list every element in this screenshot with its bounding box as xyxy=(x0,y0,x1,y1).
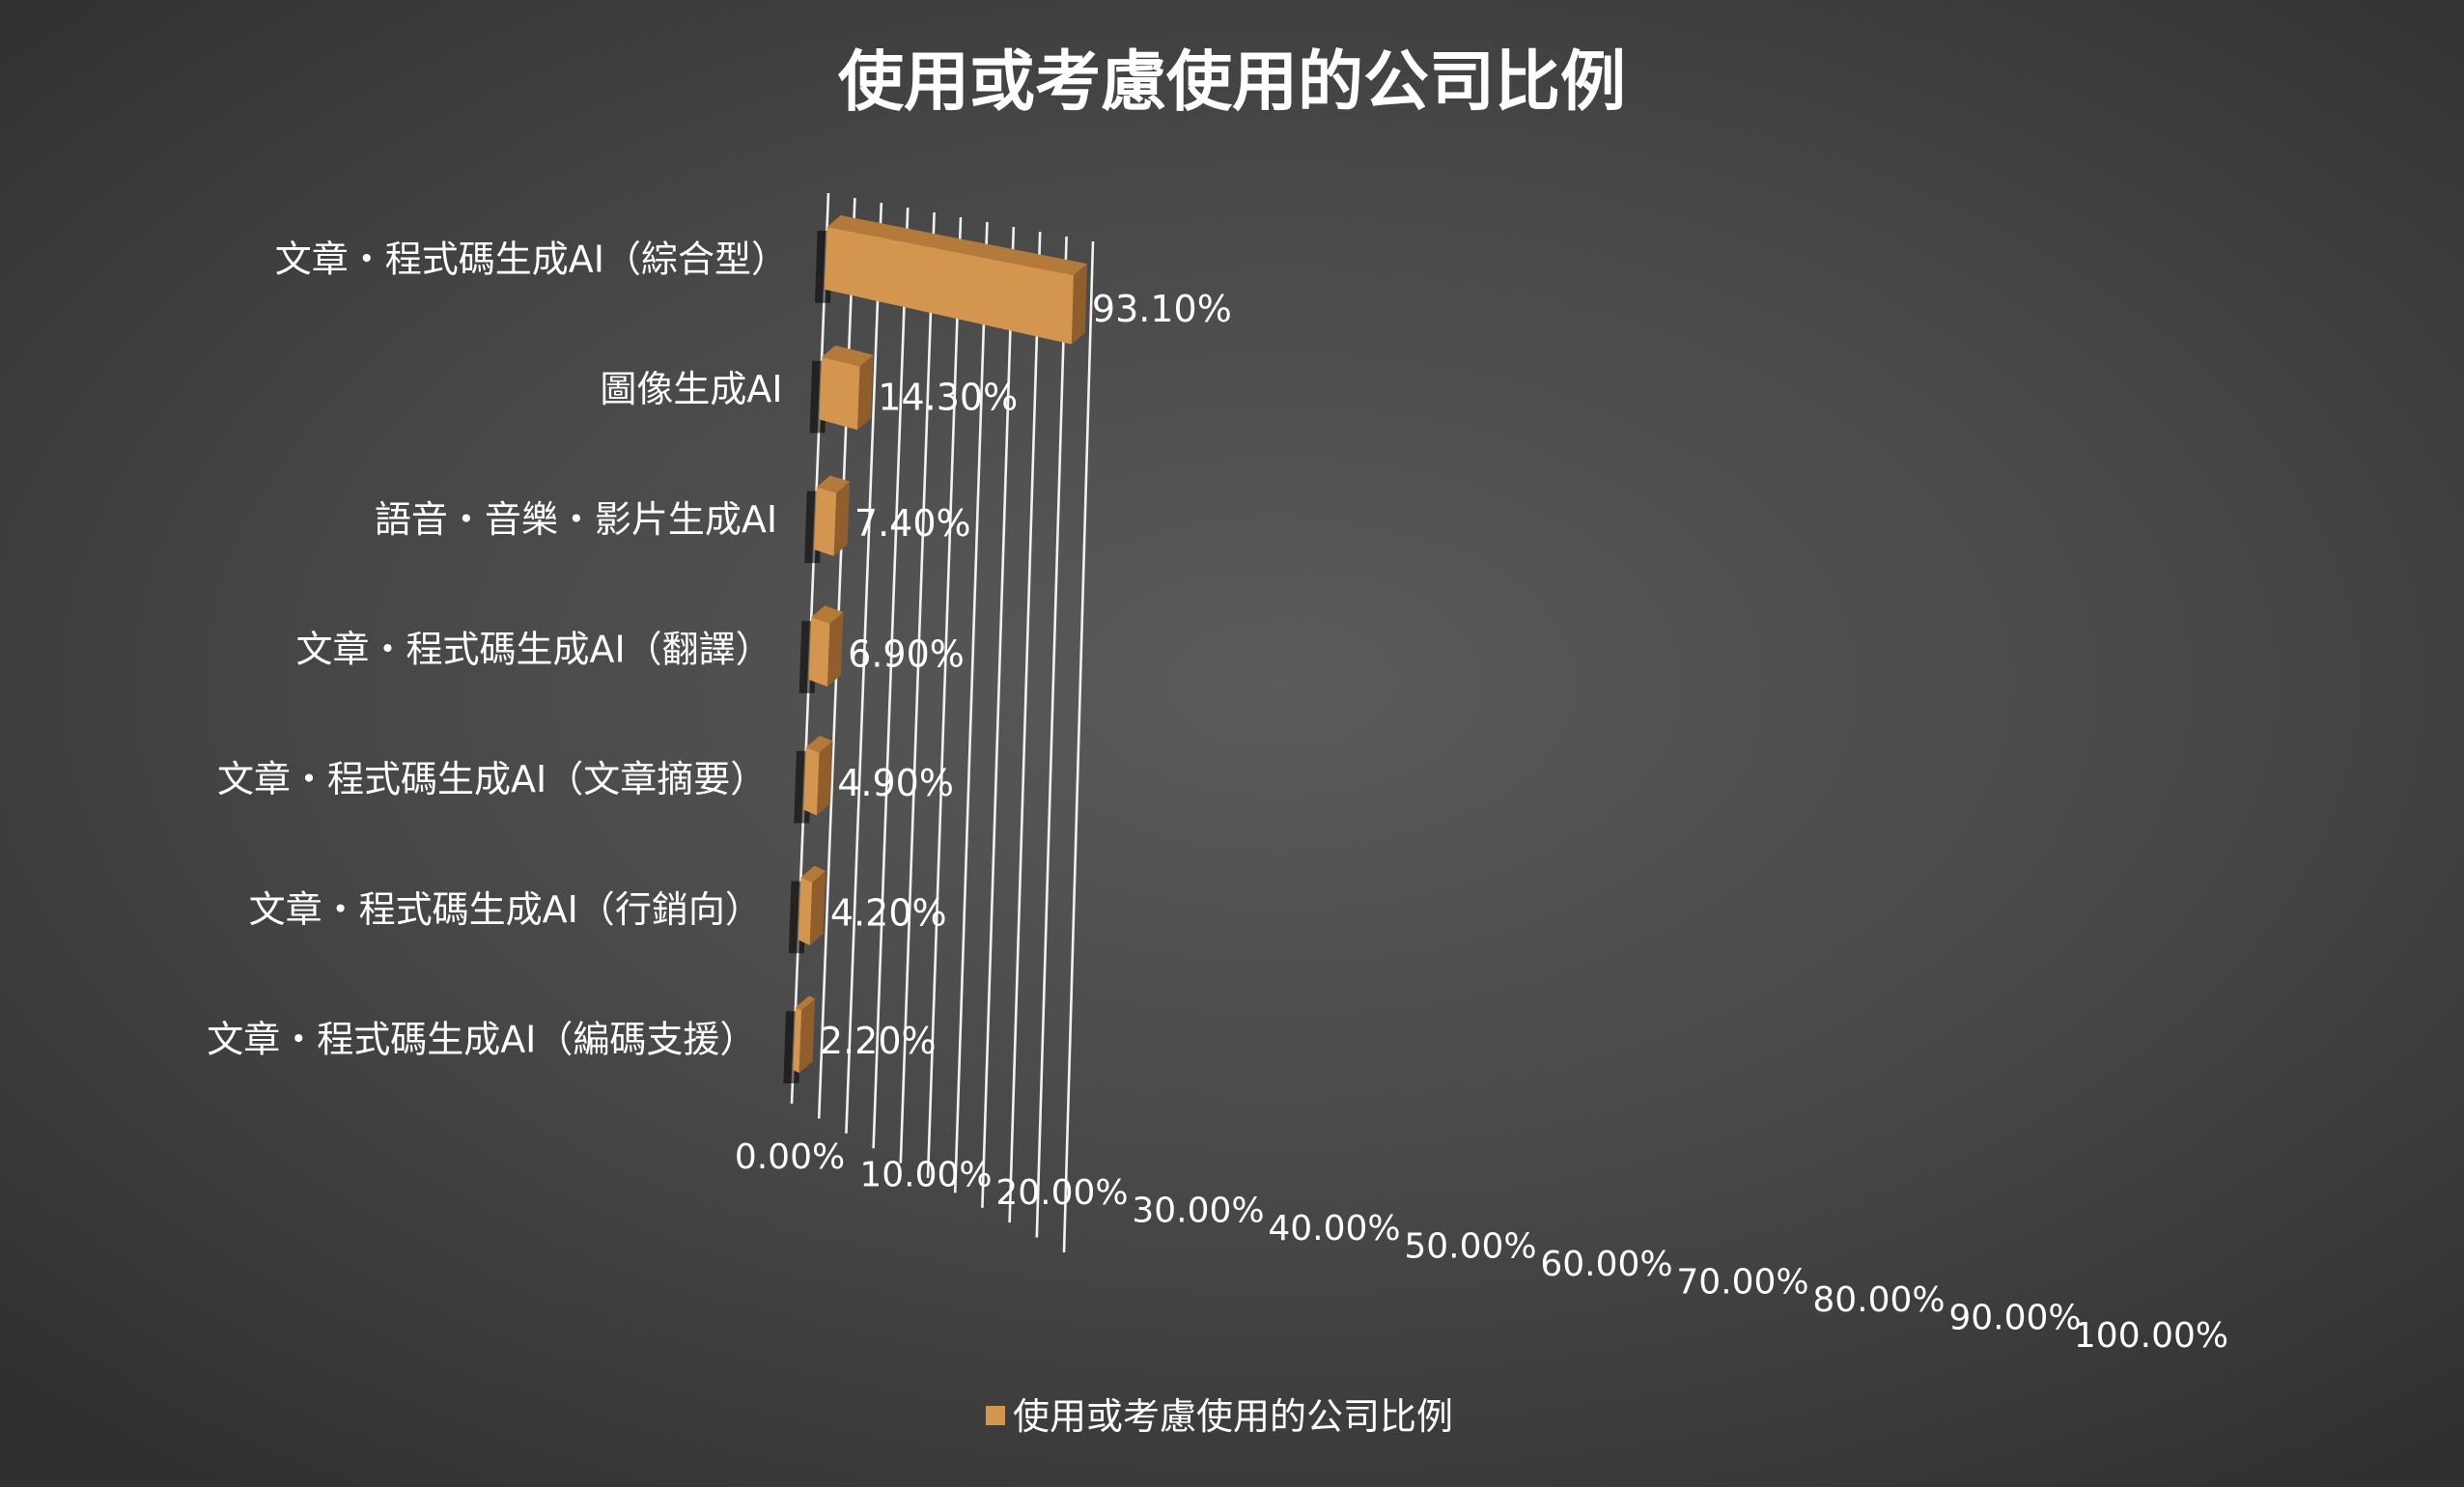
bar-top-face xyxy=(826,215,1087,276)
x-tick-label: 100.00% xyxy=(2074,1316,2228,1356)
gridline-2 xyxy=(845,202,883,1134)
bar-front-face xyxy=(798,877,813,945)
data-label: 7.40% xyxy=(854,502,971,545)
legend-label: 使用或考慮使用的公司比例 xyxy=(1013,1395,1453,1438)
bar-4 xyxy=(794,735,833,824)
gridline-8 xyxy=(1008,231,1042,1223)
data-label: 4.90% xyxy=(837,762,954,804)
bar-end-face xyxy=(816,741,833,816)
category-label: 語音・音樂・影片生成AI xyxy=(375,498,777,541)
bar-top-face xyxy=(822,345,874,367)
category-label: 文章・程式碼生成AI（綜合型） xyxy=(275,238,788,280)
x-tick-label: 0.00% xyxy=(735,1137,845,1177)
bars xyxy=(783,215,1087,1083)
x-tick-label: 90.00% xyxy=(1948,1299,2081,1338)
bar-1 xyxy=(809,345,874,434)
bar-front-face xyxy=(793,1007,802,1074)
x-tick-label: 70.00% xyxy=(1676,1263,1808,1303)
labels: 0.00% 10.00% 20.00% 30.00% 40.00% 50.00% 60.00… xyxy=(207,238,2228,1356)
x-tick-label: 20.00% xyxy=(995,1173,1128,1213)
x-tick-label: 60.00% xyxy=(1540,1245,1672,1284)
bar-end-face xyxy=(857,354,874,431)
bar-top-face xyxy=(796,996,816,1011)
category-label: 圖像生成AI xyxy=(600,368,782,410)
gridline-9 xyxy=(1035,236,1068,1238)
data-label: 2.20% xyxy=(820,1020,937,1062)
bar-end-face xyxy=(833,481,851,556)
x-tick-label: 30.00% xyxy=(1132,1192,1264,1231)
legend: 使用或考慮使用的公司比例 xyxy=(986,1395,1453,1438)
bar-front-face xyxy=(808,617,830,687)
bar-front-face xyxy=(814,487,837,556)
x-tick-label: 10.00% xyxy=(859,1156,992,1195)
bar-end-face xyxy=(1071,264,1087,345)
bar-top-face xyxy=(805,735,833,753)
bar-6 xyxy=(783,996,816,1083)
chart-title: 使用或考慮使用的公司比例 xyxy=(838,44,1626,121)
bar-end-face xyxy=(798,998,816,1074)
x-tick-label: 50.00% xyxy=(1404,1227,1536,1267)
bar-top-face xyxy=(800,865,826,883)
bar-front-face xyxy=(824,227,1074,345)
bar-top-face xyxy=(816,475,851,493)
gridline-3 xyxy=(872,207,910,1149)
data-label: 6.90% xyxy=(848,633,965,676)
bar-end-face xyxy=(826,611,844,687)
data-label: 14.30% xyxy=(878,376,1018,418)
bar-front-face xyxy=(803,746,820,816)
gridline-10 xyxy=(1062,240,1095,1253)
bar-0 xyxy=(814,215,1087,345)
gridline-5 xyxy=(926,216,963,1179)
category-label: 文章・程式碼生成AI（行銷向） xyxy=(249,888,762,931)
bar-3 xyxy=(798,605,844,693)
legend-swatch xyxy=(986,1406,1005,1425)
gridline-4 xyxy=(899,211,936,1164)
x-tick-label: 40.00% xyxy=(1268,1209,1400,1249)
category-label: 文章・程式碼生成AI（編碼支援） xyxy=(207,1019,756,1061)
data-label: 93.10% xyxy=(1092,288,1232,330)
category-label: 文章・程式碼生成AI（文章摘要） xyxy=(217,758,767,800)
gridline-6 xyxy=(953,221,989,1193)
data-label: 4.20% xyxy=(830,891,947,934)
gridline-7 xyxy=(981,226,1016,1208)
category-label: 文章・程式碼生成AI（翻譯） xyxy=(295,629,771,671)
x-tick-label: 80.00% xyxy=(1812,1280,1945,1320)
bar-2 xyxy=(804,475,851,564)
bar-top-face xyxy=(811,605,844,624)
bar-5 xyxy=(788,865,826,954)
bar-end-face xyxy=(809,870,826,945)
bar-front-face xyxy=(819,356,860,431)
